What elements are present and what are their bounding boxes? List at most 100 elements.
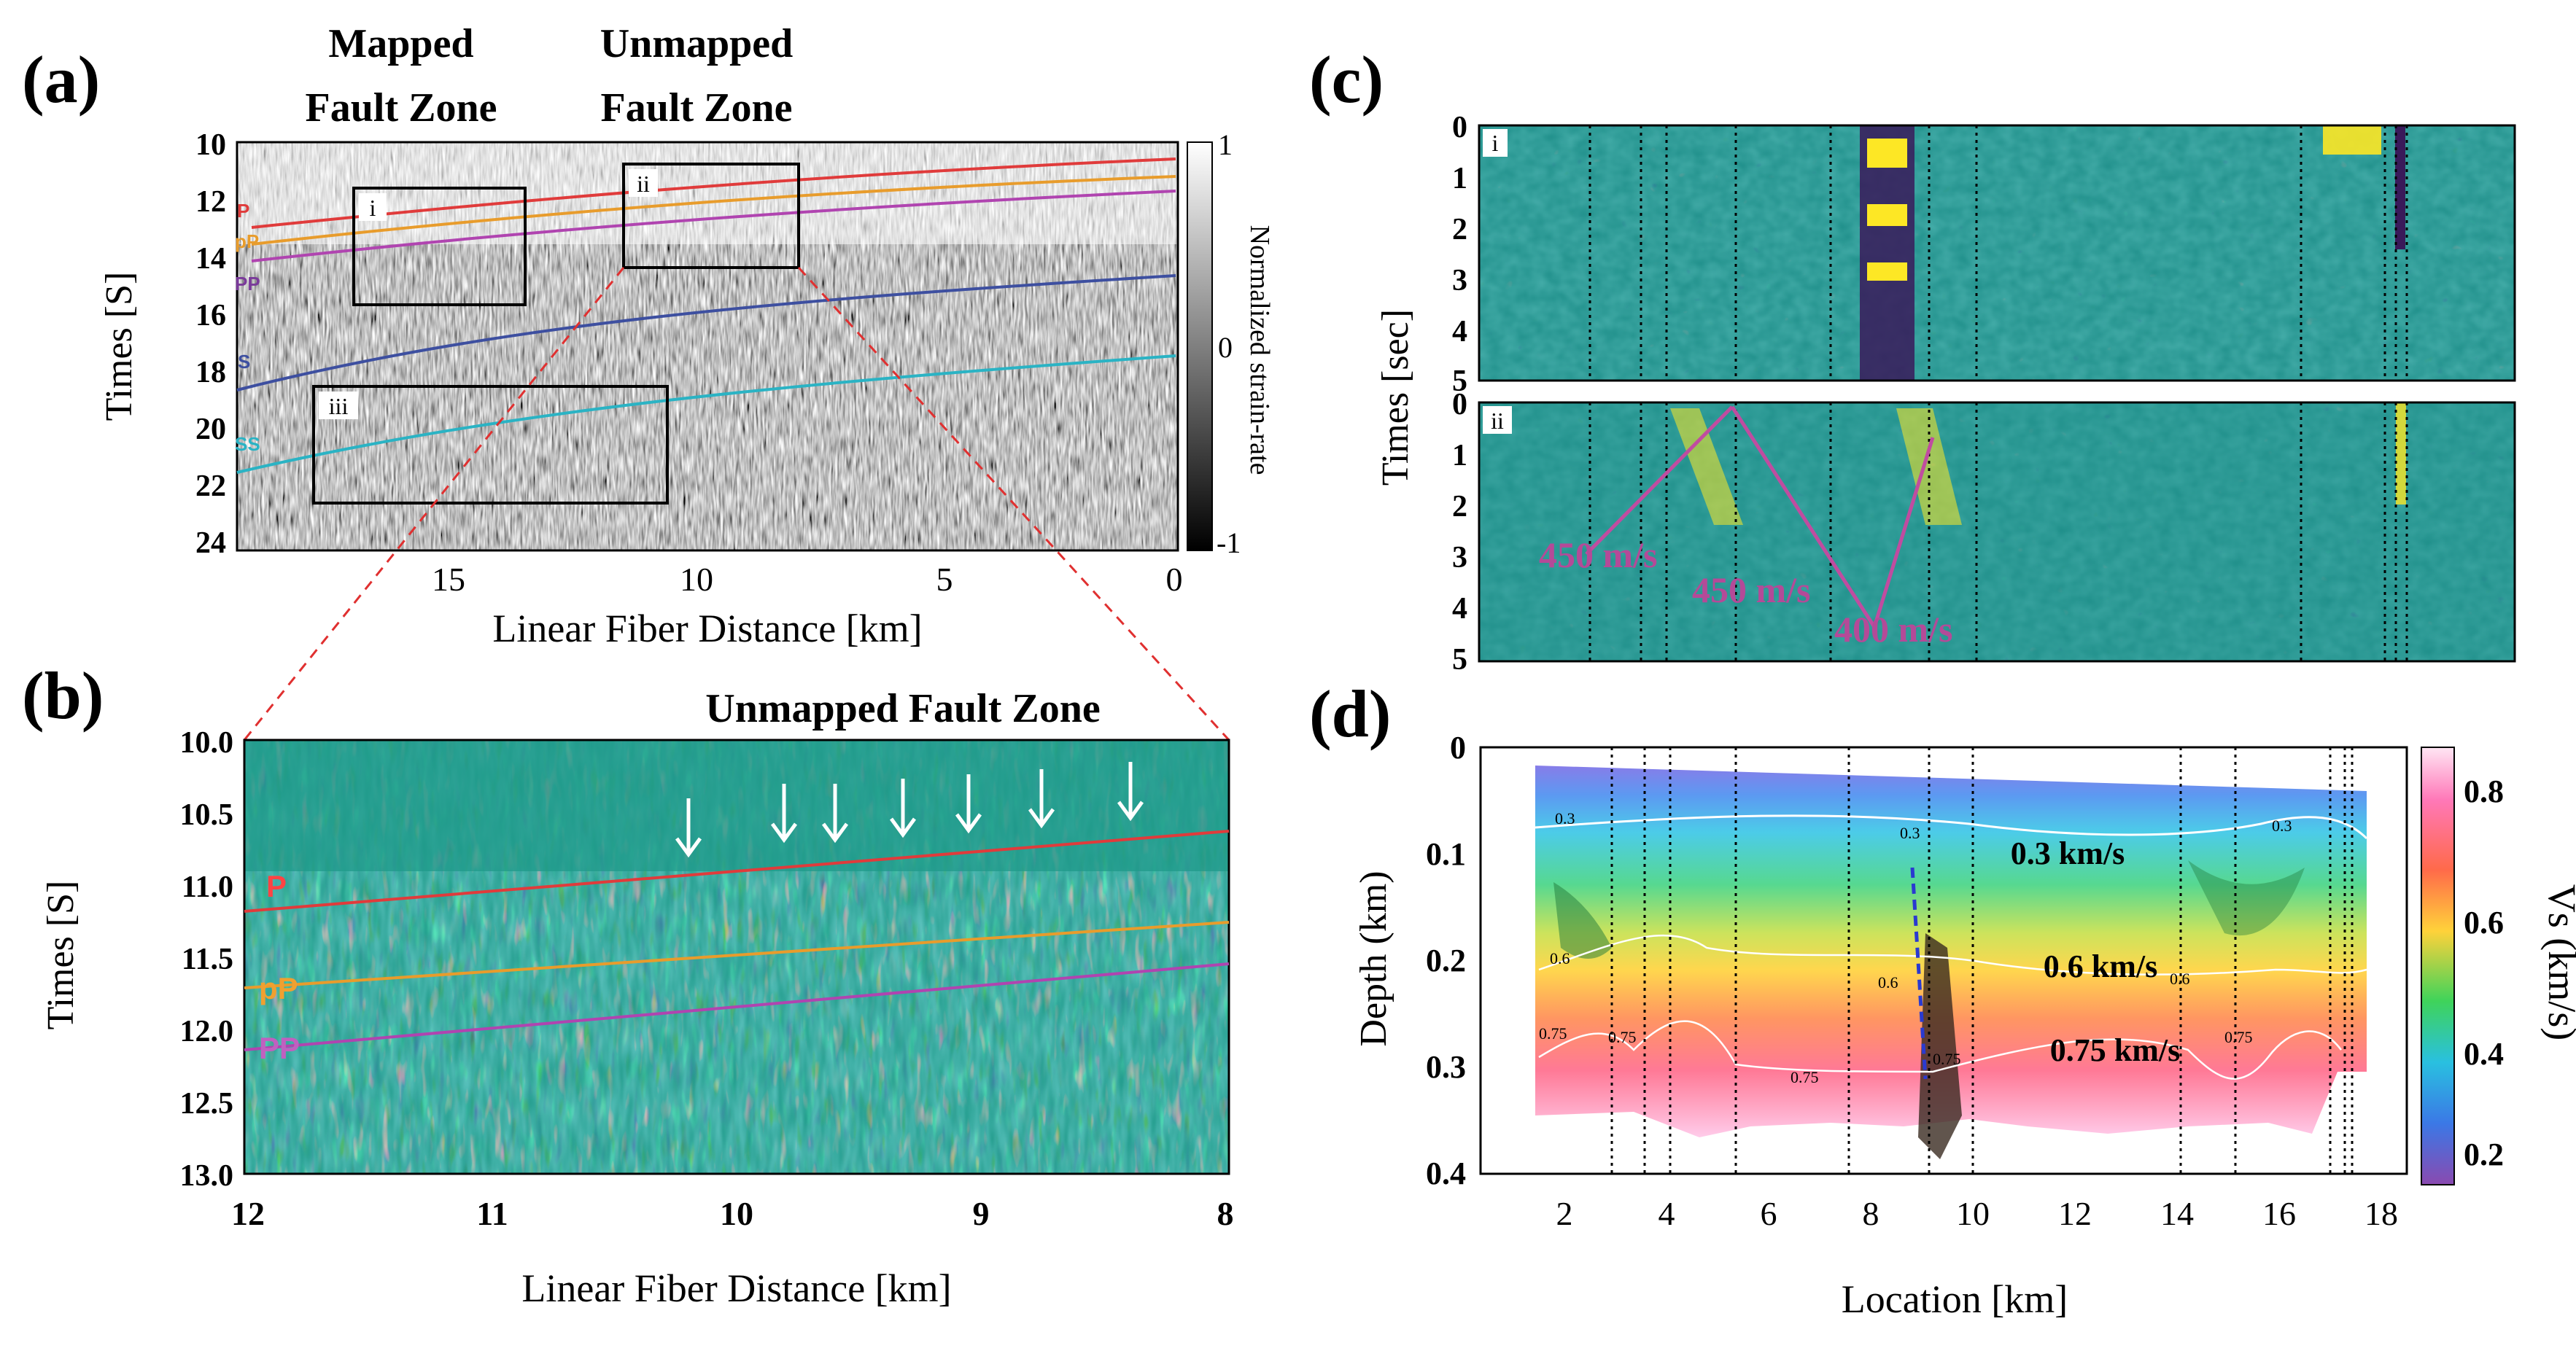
panel-c-ylabel: Times [sec]: [1375, 309, 1416, 486]
panel-b-ytick: 12.5: [180, 1087, 234, 1121]
contour-small-label: 0.3: [1900, 824, 1920, 842]
contour-annotation: 0.6 km/s: [2044, 949, 2157, 984]
panel-d-ytick: 0.2: [1426, 943, 1466, 978]
contour-small-label: 0.75: [1608, 1028, 1637, 1046]
panel-b-xaxis: 12 11 10 9 8: [231, 1195, 1234, 1232]
panel-c-ytick: 3: [1452, 541, 1467, 575]
panel-d-dotted-lines: [1610, 747, 2354, 1174]
panel-b-ytick: 11.0: [182, 871, 233, 904]
panel-a-ytick: 22: [195, 470, 226, 503]
down-arrow-icon: [889, 779, 917, 838]
panel-a-ytick: 10: [195, 128, 226, 162]
panel-d-xtick: 4: [1659, 1195, 1675, 1232]
box-i: [352, 187, 527, 306]
down-arrow-icon: [821, 784, 849, 844]
box-iii-label-bg: [319, 392, 358, 419]
panel-c-ytick: 5: [1452, 643, 1467, 677]
panel-d-xtick: 14: [2160, 1195, 2194, 1232]
panel-a-label: (a): [22, 42, 100, 117]
contour-annotation: 0.75 km/s: [2050, 1032, 2180, 1068]
panel-d: (d) 0.3 0.3 0.3 0.6 0.6 0.6 0.75 0.75 0.…: [1309, 677, 2576, 1321]
panel-d-contour-small-labels: 0.3 0.3 0.3 0.6 0.6 0.6 0.75 0.75 0.75 0…: [1539, 809, 2292, 1086]
panel-c-i-label: i: [1492, 130, 1499, 156]
panel-c-i-strong-band: [1860, 125, 1914, 381]
velocity-annotation: 450 m/s: [1692, 569, 1811, 610]
panel-b-ylabel: Times [S]: [40, 881, 82, 1030]
panel-a-seismic-image: [237, 142, 1178, 550]
green-anomaly-right: [2188, 860, 2305, 936]
panel-a-colorbar: [1187, 141, 1213, 551]
panel-a-ytick: 12: [195, 185, 226, 219]
panel-a-frame: [236, 141, 1179, 552]
panel-d-frame: [1479, 746, 2408, 1175]
contour-small-label: 0.6: [1550, 949, 1570, 967]
contour-0-75: [1538, 1020, 2342, 1080]
panel-b: (b) Unmapped Fault Zone P pP PP 10.0 10.…: [22, 658, 1234, 1310]
panel-a-xtick: 0: [1166, 561, 1183, 598]
panel-b-xlabel: Linear Fiber Distance [km]: [521, 1266, 951, 1310]
contour-0-6: [1538, 934, 2367, 975]
panel-b-ytick: 13.0: [180, 1159, 234, 1193]
phase-label-ss: SS: [235, 433, 260, 455]
panel-b-ytick: 10.0: [180, 726, 234, 760]
panel-b-seismic-image: [244, 740, 1229, 1174]
contour-small-label: 0.75: [1933, 1050, 1961, 1068]
panel-b-phase-label-pp-upper: PP: [259, 1031, 300, 1065]
panel-b-frame: [243, 739, 1230, 1175]
panel-a-ytick: 24: [195, 526, 226, 560]
box-i-label-bg: [359, 193, 387, 221]
phase-label-p: P: [237, 200, 249, 222]
contour-0-3: [1535, 814, 2368, 840]
panel-d-xaxis: 2 4 6 8 10 12 14 16 18: [1556, 1195, 2399, 1232]
phase-label-pp-lower: pP: [235, 230, 259, 252]
panel-d-colorbar: [2421, 747, 2455, 1185]
panel-b-ytick: 11.5: [182, 943, 233, 976]
phase-label-s: S: [238, 351, 250, 373]
panel-b-phase-pp-upper: [244, 962, 1230, 1051]
panel-d-ytick: 0.1: [1426, 836, 1466, 872]
box-ii: [622, 163, 800, 269]
panel-c-velocity-lines: [1585, 405, 1935, 628]
panel-c-ytick: 2: [1452, 490, 1467, 523]
panel-a-colorbar-label: Normalized strain-rate: [1244, 225, 1275, 475]
panel-c-ytick: 0: [1452, 388, 1467, 421]
panel-c-i-image: [1479, 125, 2515, 381]
panel-c-ytick: 4: [1452, 592, 1467, 626]
panel-c-i-frame: [1478, 124, 2516, 382]
panel-b-arrows: [675, 762, 1144, 858]
panel-d-label: (d): [1309, 677, 1391, 751]
down-arrow-icon: [1028, 769, 1055, 829]
panel-a-header-mapped-2: Fault Zone: [306, 85, 497, 131]
panel-d-xtick: 2: [1556, 1195, 1573, 1232]
panel-b-phase-label-pp-lower: pP: [259, 971, 298, 1005]
contour-small-label: 0.6: [1878, 973, 1898, 992]
contour-small-label: 0.75: [1539, 1024, 1567, 1043]
panel-d-xlabel: Location [km]: [1842, 1277, 2068, 1321]
contour-small-label: 0.75: [1791, 1068, 1819, 1086]
box-iii: [312, 385, 669, 505]
panel-b-xtick: 8: [1217, 1195, 1234, 1232]
panel-b-xtick: 11: [476, 1195, 508, 1232]
box-iii-label: iii: [329, 393, 349, 419]
panel-c-label: (c): [1309, 42, 1384, 117]
phase-label-pp-upper: PP: [235, 273, 260, 295]
panel-c-ytick: 5: [1452, 365, 1467, 398]
panel-b-xtick: 12: [231, 1195, 265, 1232]
panel-d-yaxis: 0 0.1 0.2 0.3 0.4: [1426, 730, 1466, 1191]
velocity-annotation: 400 m/s: [1834, 609, 1953, 650]
box-ii-label-bg: [629, 169, 658, 197]
down-arrow-icon: [1117, 762, 1144, 822]
panel-a-ytick: 18: [195, 356, 226, 389]
panel-b-title: Unmapped Fault Zone: [705, 686, 1100, 731]
fault-dashed-line: [1910, 867, 1928, 1080]
panel-b-phase-pp-lower: [244, 921, 1230, 989]
panel-a-colorbar-tick: -1: [1217, 526, 1241, 559]
green-anomaly-left: [1553, 882, 1612, 959]
phase-curve-pp-upper: [251, 190, 1176, 262]
panel-d-colorbar-ticks: 0.8 0.6 0.4 0.2: [2464, 774, 2504, 1172]
box-ii-label: ii: [637, 171, 650, 197]
phase-curve-s: [236, 274, 1176, 392]
panel-d-xtick: 10: [1956, 1195, 1990, 1232]
velocity-annotation: 450 m/s: [1539, 534, 1658, 575]
